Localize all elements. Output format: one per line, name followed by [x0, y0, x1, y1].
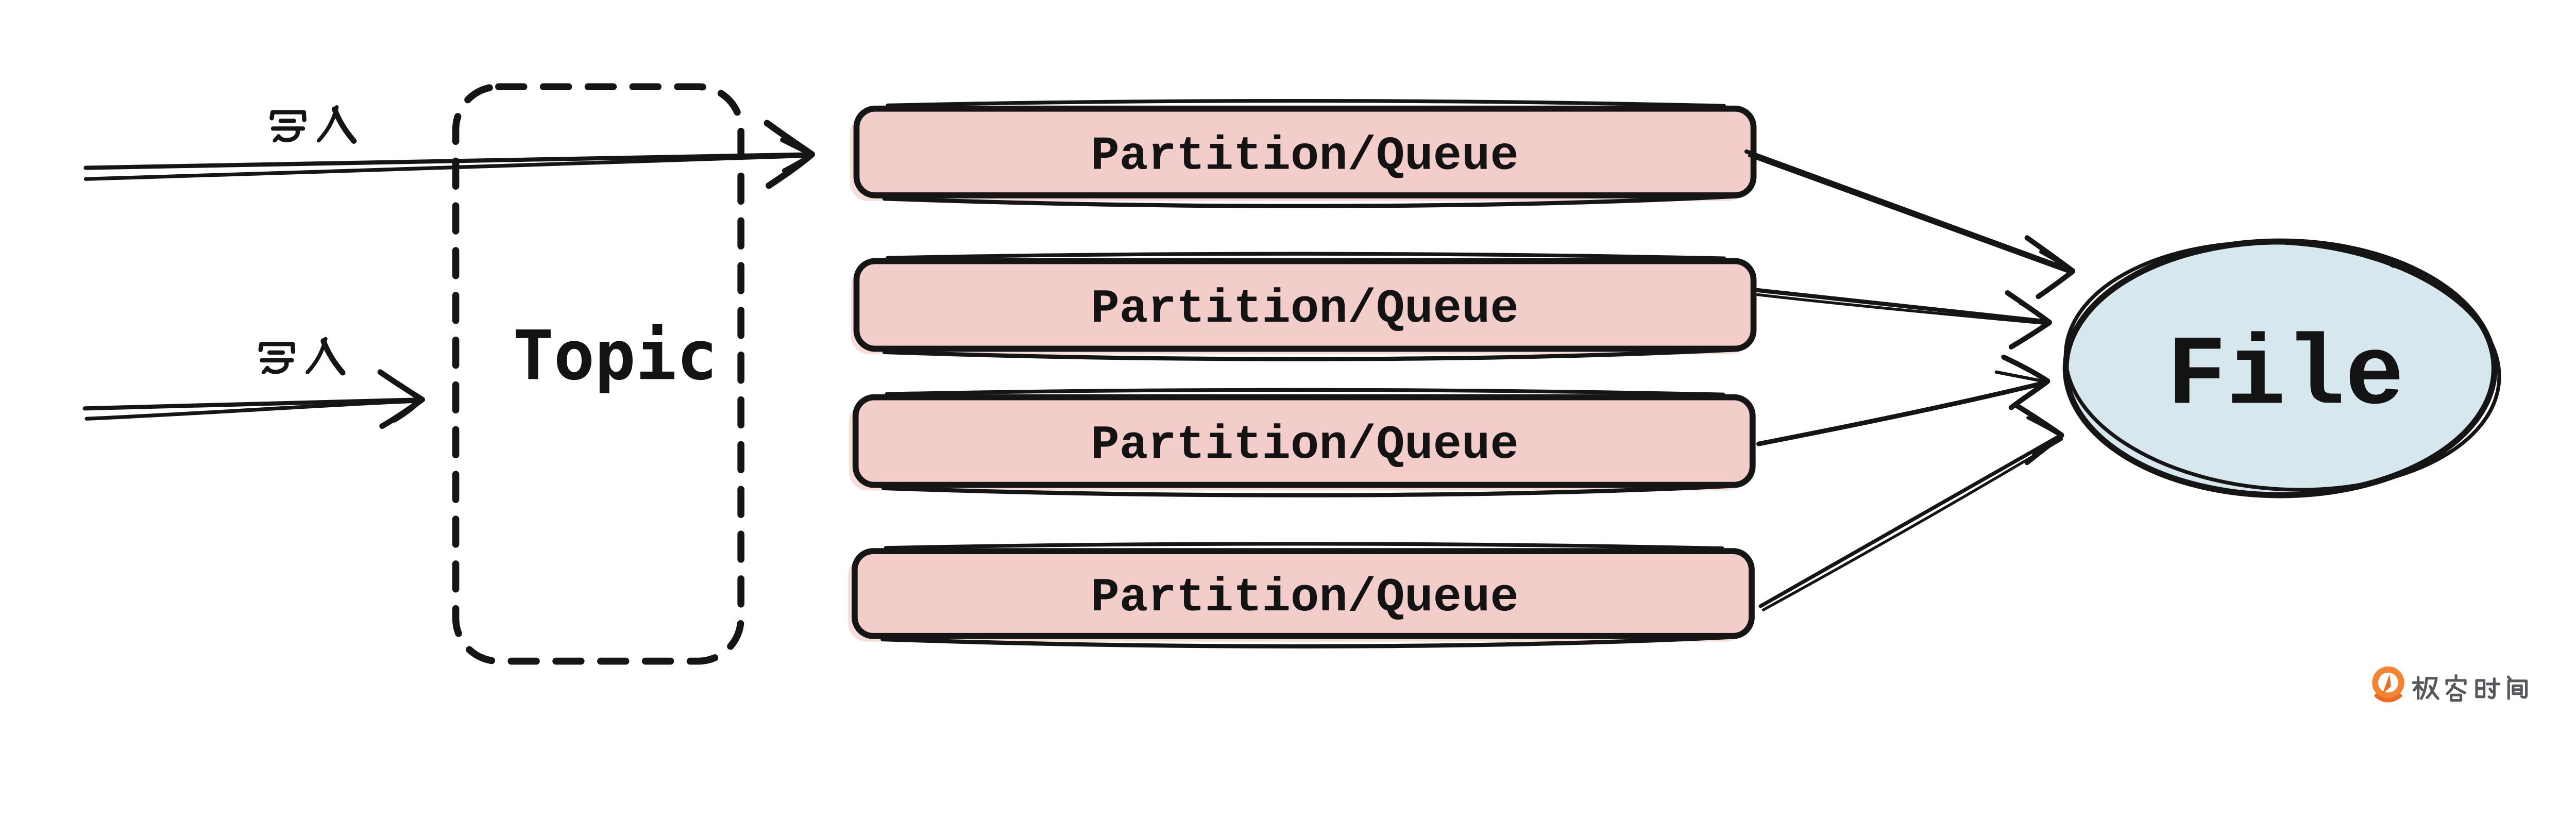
arrowhead: [2024, 235, 2076, 300]
write-label-top: 写入: [269, 105, 357, 144]
file-ellipse-sketch-outline: [2063, 240, 2501, 492]
char-ru: [316, 105, 357, 144]
partition-label: Partition/Queue: [1091, 282, 1518, 336]
arrowhead: [2014, 403, 2064, 465]
topic-dashed-border: [452, 83, 744, 665]
partition-box-1: Partition/Queue: [850, 98, 1757, 208]
geektime-logo: 极客时间: [2372, 666, 2528, 703]
connector-arrow-2: [1754, 288, 2052, 350]
char-jian: [2506, 675, 2528, 700]
arrowhead: [764, 120, 815, 189]
connector-arrow-3: [1756, 354, 2050, 446]
topic-partition-file-diagram: Topic 写入: [82, 83, 2528, 703]
char-ji: [2412, 676, 2439, 700]
connector-arrow-1: [1744, 149, 2076, 300]
arrowhead: [377, 369, 425, 429]
char-ke: [2445, 674, 2467, 702]
arrowhead: [1994, 354, 2050, 410]
write-arrow-bottom: [82, 369, 425, 429]
char-ru: [306, 337, 346, 376]
partition-label: Partition/Queue: [1091, 571, 1518, 625]
partition-label: Partition/Queue: [1091, 129, 1518, 183]
connector-arrow-4: [1758, 403, 2064, 611]
file-node: File: [2062, 238, 2501, 498]
write-label-bottom: 写入: [258, 337, 346, 376]
arrowhead: [2005, 290, 2052, 350]
diagram-canvas: Topic 写入: [82, 83, 2528, 703]
topic-label: Topic: [513, 316, 718, 395]
char-xie: [269, 110, 307, 143]
write-arrow-top: [83, 120, 815, 189]
file-label: File: [2167, 320, 2404, 433]
partition-rect: [852, 394, 1756, 488]
topic-node: Topic: [452, 83, 744, 665]
partition-rect: [853, 258, 1757, 352]
partition-box-2: Partition/Queue: [851, 252, 1757, 361]
partition-box-4: Partition/Queue: [848, 542, 1755, 648]
partition-label: Partition/Queue: [1091, 418, 1518, 472]
partition-box-3: Partition/Queue: [849, 388, 1756, 497]
geektime-pin-icon: [2372, 666, 2404, 703]
char-shi: [2475, 677, 2501, 700]
geektime-logo-glyphs: [2412, 674, 2528, 702]
sketch-tick: [2380, 257, 2396, 268]
partition-rect: [851, 548, 1755, 639]
char-xie: [258, 342, 296, 374]
